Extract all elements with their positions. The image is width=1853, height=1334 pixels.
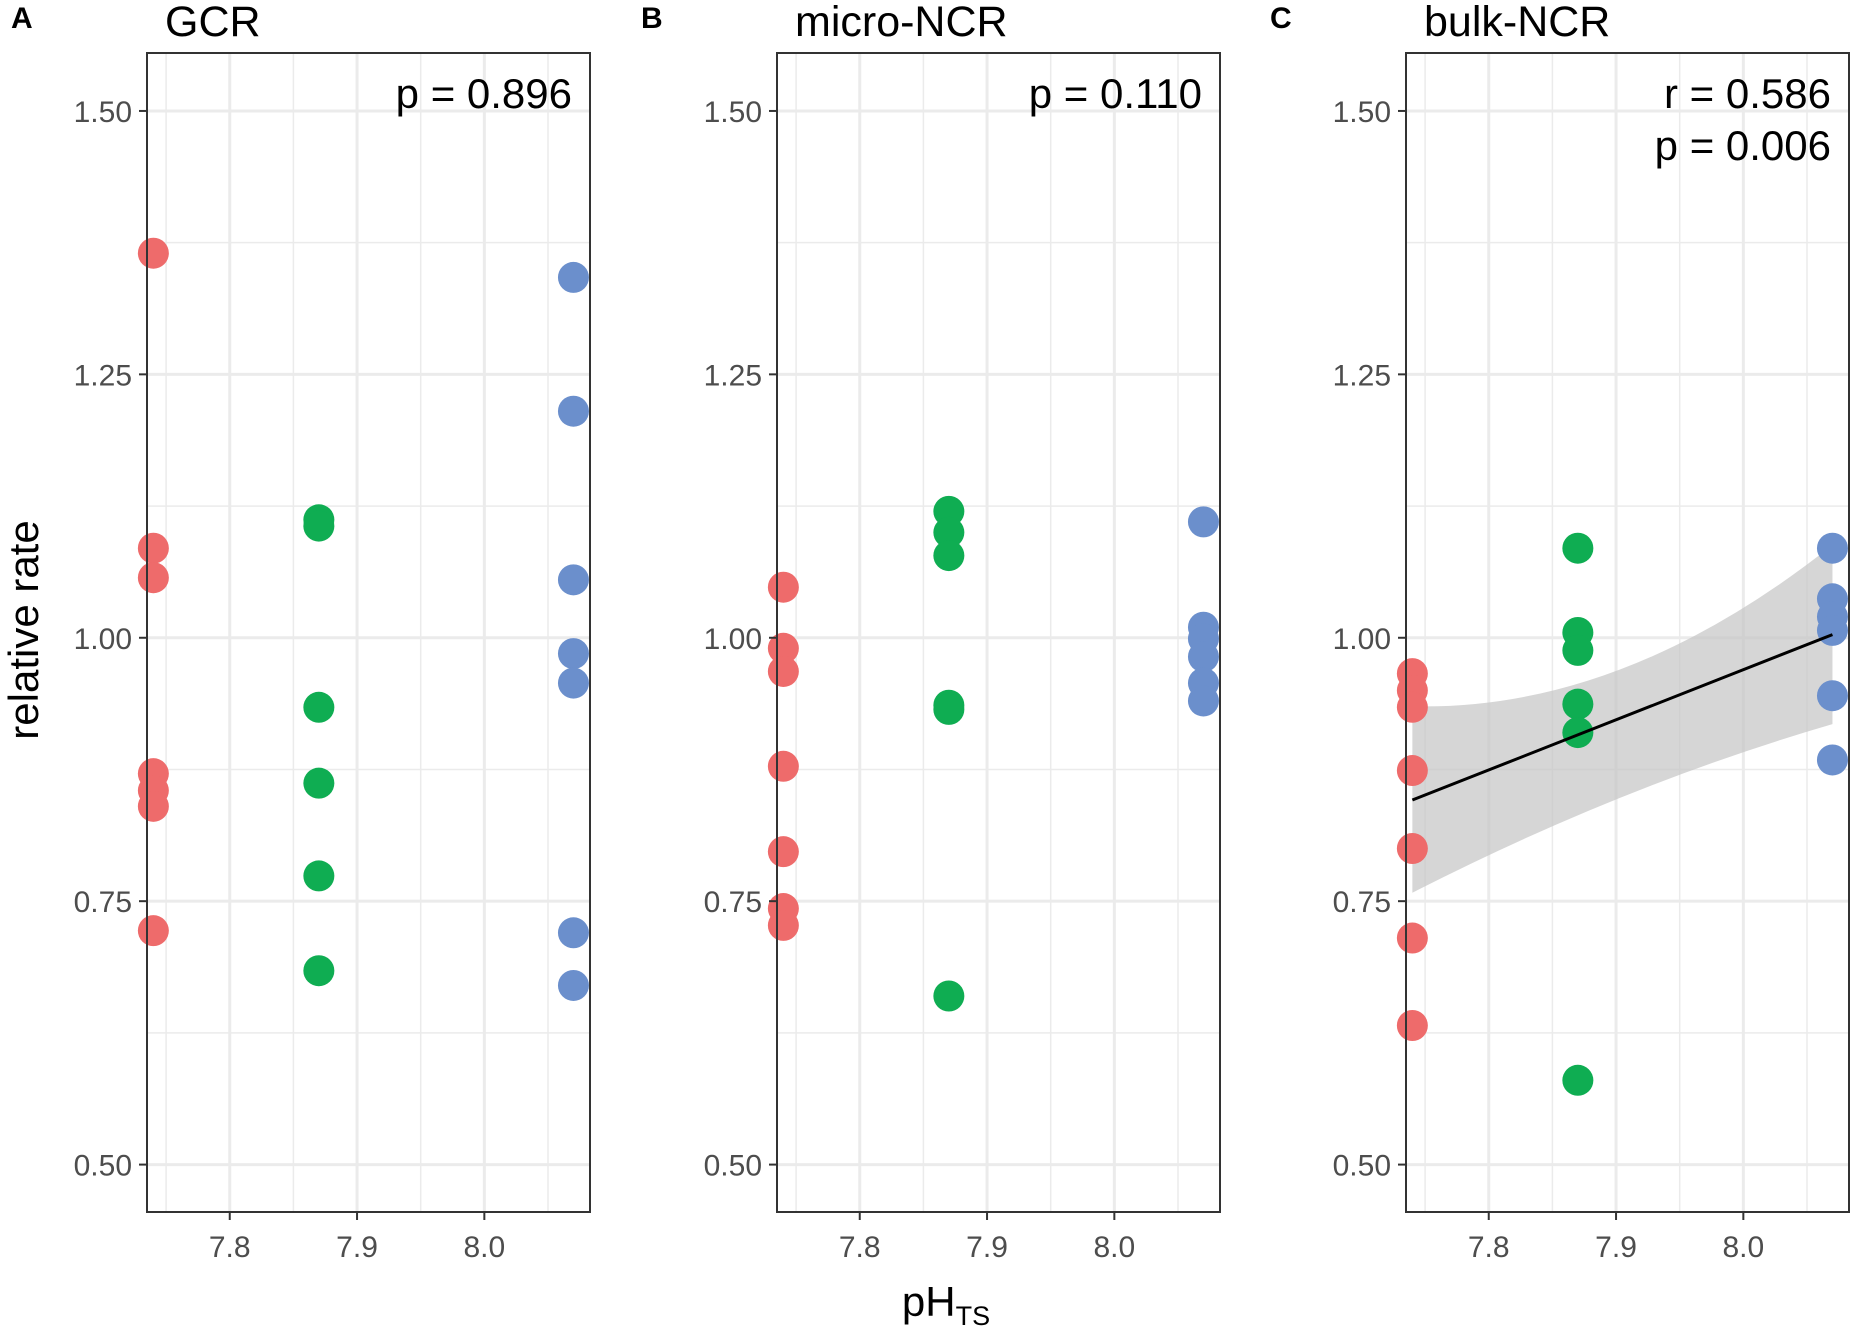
data-point bbox=[767, 655, 799, 687]
data-point bbox=[933, 693, 965, 725]
panel-letter: C bbox=[1270, 2, 1292, 35]
y-tick-label: 1.00 bbox=[704, 623, 762, 656]
data-point bbox=[557, 667, 589, 699]
data-point bbox=[557, 917, 589, 949]
panel-border bbox=[1405, 52, 1850, 1213]
y-tick-label: 0.50 bbox=[74, 1150, 132, 1183]
y-tick-label: 0.50 bbox=[704, 1150, 762, 1183]
x-tick-label: 7.9 bbox=[966, 1231, 1008, 1264]
data-point bbox=[1816, 680, 1848, 712]
data-point bbox=[767, 571, 799, 603]
x-tick-label: 7.9 bbox=[336, 1231, 378, 1264]
data-point bbox=[557, 564, 589, 596]
data-point bbox=[137, 237, 169, 269]
x-tick-label: 7.8 bbox=[839, 1231, 881, 1264]
stat-annotation: p = 0.896 bbox=[396, 70, 572, 117]
data-point bbox=[1816, 744, 1848, 776]
panel-title: bulk-NCR bbox=[1424, 0, 1610, 46]
data-point bbox=[1562, 532, 1594, 564]
data-point bbox=[933, 516, 965, 548]
data-point bbox=[303, 955, 335, 987]
y-tick-label: 1.50 bbox=[704, 96, 762, 129]
panel-title: micro-NCR bbox=[795, 0, 1008, 46]
data-point bbox=[1396, 922, 1428, 954]
data-point bbox=[557, 395, 589, 427]
x-tick-label: 7.9 bbox=[1595, 1231, 1637, 1264]
panels: 0.50 0.75 1.00 1.25 1.50 7.8 7.9 8.0 A GCR p = 0.8… bbox=[11, 0, 1850, 1264]
y-tick-label: 1.00 bbox=[1333, 623, 1391, 656]
y-tick-label: 1.50 bbox=[74, 96, 132, 129]
x-tick-label: 8.0 bbox=[1093, 1231, 1135, 1264]
stat-annotation: r = 0.586 bbox=[1664, 70, 1831, 117]
stat-annotation: p = 0.006 bbox=[1655, 122, 1831, 169]
y-tick-label: 1.25 bbox=[1333, 359, 1391, 392]
data-point bbox=[1562, 688, 1594, 720]
data-point bbox=[1187, 685, 1219, 717]
panel-b: 0.50 0.75 1.00 1.25 1.50 7.8 7.9 8.0 B micro-NCR p… bbox=[641, 0, 1221, 1264]
stat-annotation: p = 0.110 bbox=[1029, 70, 1202, 117]
panel-letter: A bbox=[11, 2, 33, 35]
y-axis-label: relative rate bbox=[0, 520, 47, 739]
x-tick-label: 8.0 bbox=[463, 1231, 505, 1264]
data-point bbox=[303, 767, 335, 799]
data-point bbox=[1816, 532, 1848, 564]
y-tick-label: 0.50 bbox=[1333, 1150, 1391, 1183]
data-point bbox=[1187, 641, 1219, 673]
data-point bbox=[557, 638, 589, 670]
panel-c: 0.50 0.75 1.00 1.25 1.50 7.8 7.9 8.0 C bulk-NCR r … bbox=[1270, 0, 1850, 1264]
y-tick-label: 0.75 bbox=[1333, 886, 1391, 919]
panel-letter: B bbox=[641, 2, 663, 35]
data-point bbox=[767, 632, 799, 664]
data-point bbox=[137, 915, 169, 947]
y-tick-label: 1.00 bbox=[74, 623, 132, 656]
data-point bbox=[1396, 832, 1428, 864]
data-point bbox=[767, 836, 799, 868]
data-point bbox=[1396, 691, 1428, 723]
y-tick-label: 1.50 bbox=[1333, 96, 1391, 129]
data-point bbox=[303, 860, 335, 892]
data-point bbox=[767, 909, 799, 941]
panel-border bbox=[146, 52, 591, 1213]
data-point bbox=[1562, 634, 1594, 666]
data-point bbox=[767, 750, 799, 782]
data-point bbox=[1187, 506, 1219, 538]
x-tick-label: 7.8 bbox=[1468, 1231, 1510, 1264]
data-point bbox=[137, 562, 169, 594]
x-axis-label-sub: TS bbox=[956, 1301, 991, 1331]
panel-a: 0.50 0.75 1.00 1.25 1.50 7.8 7.9 8.0 A GCR p = 0.8… bbox=[11, 0, 591, 1264]
data-point bbox=[1396, 1010, 1428, 1042]
x-axis-label: pHTS bbox=[902, 1278, 990, 1331]
data-point bbox=[1562, 1064, 1594, 1096]
data-point bbox=[557, 261, 589, 293]
data-point bbox=[1396, 755, 1428, 787]
data-point bbox=[303, 510, 335, 542]
x-tick-label: 8.0 bbox=[1722, 1231, 1764, 1264]
data-point bbox=[303, 691, 335, 723]
x-tick-label: 7.8 bbox=[209, 1231, 251, 1264]
data-point bbox=[1562, 717, 1594, 749]
data-point bbox=[137, 790, 169, 822]
panel-title: GCR bbox=[165, 0, 261, 46]
y-tick-label: 1.25 bbox=[704, 359, 762, 392]
data-point bbox=[933, 540, 965, 572]
y-tick-label: 0.75 bbox=[704, 886, 762, 919]
panel-border bbox=[776, 52, 1221, 1213]
data-point bbox=[557, 969, 589, 1001]
x-axis-label-main: pH bbox=[902, 1278, 956, 1325]
y-tick-label: 0.75 bbox=[74, 886, 132, 919]
data-point bbox=[933, 980, 965, 1012]
y-tick-label: 1.25 bbox=[74, 359, 132, 392]
data-point bbox=[137, 532, 169, 564]
regression-line bbox=[1411, 633, 1834, 802]
data-point bbox=[1816, 614, 1848, 646]
